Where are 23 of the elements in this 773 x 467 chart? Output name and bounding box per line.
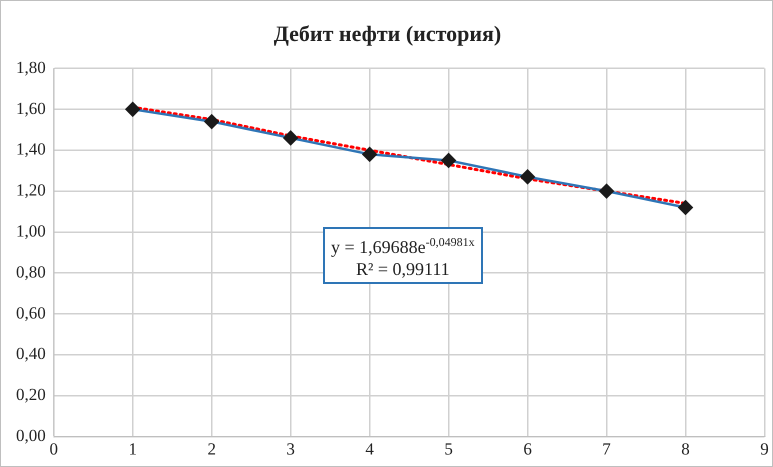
y-tick-label: 1,00: [16, 222, 46, 241]
x-tick-label: 1: [128, 439, 137, 458]
annotation: y = 1,69688e$^{-0,04981x}$: [331, 234, 475, 258]
x-tick-label: 9: [760, 439, 769, 458]
annotation: R² = 0,99111: [354, 258, 451, 280]
y-tick-label: 0,00: [16, 426, 46, 446]
x-tick-label: 7: [602, 439, 612, 458]
y-tick-label: 0,20: [16, 385, 46, 404]
x-tick-label: 8: [681, 439, 690, 458]
y-tick-label: 0,40: [16, 344, 46, 364]
chart-title: Дебит нефти (история): [274, 20, 502, 46]
y-tick-label: 0,60: [16, 303, 46, 322]
y-tick-label: 1,80: [16, 58, 46, 77]
x-tick-label: 0: [50, 439, 58, 458]
x-tick-label: 5: [444, 439, 453, 458]
y-tick-label: 1,60: [16, 98, 46, 118]
x-tick-label: 6: [523, 439, 532, 458]
y-tick-label: 1,40: [16, 140, 46, 159]
x-tick-label: 3: [286, 439, 295, 458]
y-tick-label: 1,20: [16, 180, 46, 200]
y-tick-label: 0,80: [16, 262, 46, 282]
x-tick-label: 4: [365, 439, 374, 458]
x-tick-label: 2: [207, 439, 216, 458]
